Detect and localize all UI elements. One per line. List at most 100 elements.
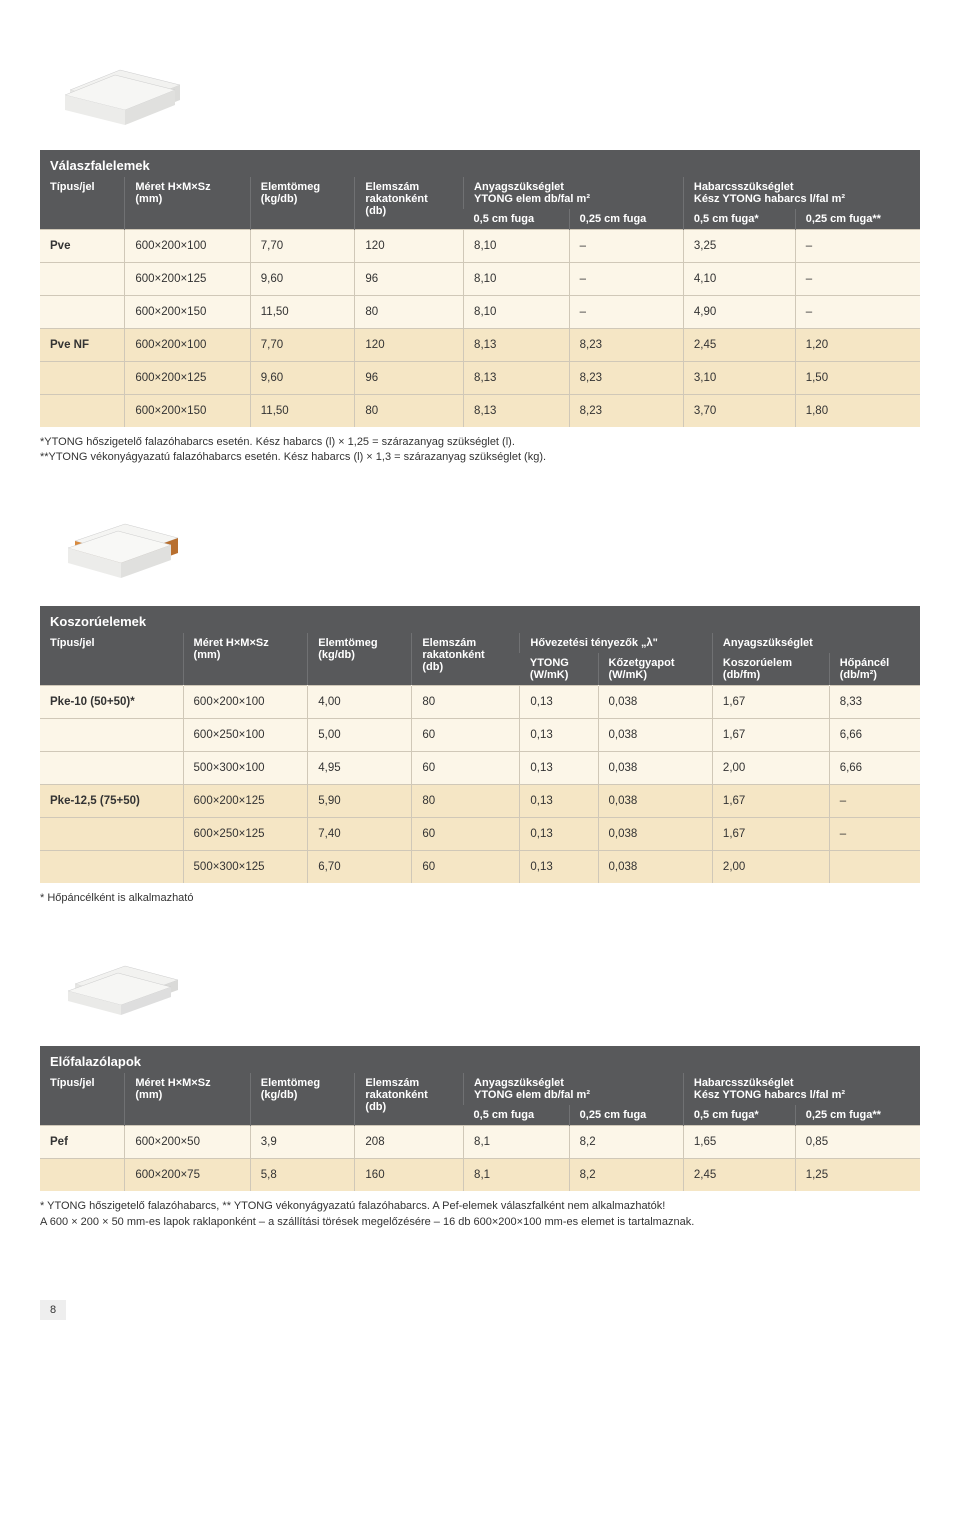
table-cell: 96 xyxy=(355,263,464,296)
table-cell: 8,23 xyxy=(569,329,683,362)
table-cell: Pke-12,5 (75+50) xyxy=(40,784,183,817)
table-cell: – xyxy=(569,296,683,329)
table-cell: 8,13 xyxy=(464,395,570,428)
table-cell: 4,10 xyxy=(683,263,795,296)
table-cell: Pef xyxy=(40,1126,125,1159)
t3-h-c0: Típus/jel xyxy=(40,1073,125,1126)
table-row: 600×250×1257,40600,130,0381,67– xyxy=(40,817,920,850)
table-row: 600×200×15011,50808,138,233,701,80 xyxy=(40,395,920,428)
table-cell: 8,1 xyxy=(464,1159,570,1192)
t2-h-c4b: Kőzetgyapot (W/mK) xyxy=(598,653,712,686)
table-cell: 8,33 xyxy=(829,685,920,718)
table-row: Pef600×200×503,92088,18,21,650,85 xyxy=(40,1126,920,1159)
table-cell: 1,67 xyxy=(712,817,829,850)
t2-h-c4top: Hővezetési tényezők „λ" xyxy=(520,633,713,653)
t1-h-c5b: 0,25 cm fuga** xyxy=(795,209,920,230)
table-cell: Pke-10 (50+50)* xyxy=(40,685,183,718)
table-cell: 80 xyxy=(412,685,520,718)
table1-note: *YTONG hőszigetelő falazóhabarcs esetén.… xyxy=(40,435,920,466)
table-cell: 3,25 xyxy=(683,230,795,263)
t1-h-c5a: 0,5 cm fuga* xyxy=(683,209,795,230)
table-cell: 600×200×100 xyxy=(125,329,250,362)
table-cell xyxy=(40,263,125,296)
t2-h-c2: Elemtömeg (kg/db) xyxy=(308,633,412,686)
table-cell: 2,45 xyxy=(683,329,795,362)
t1-note2: **YTONG vékonyágyazatú falazóhabarcs ese… xyxy=(40,451,546,463)
table-cell: 0,038 xyxy=(598,751,712,784)
table-cell: 6,66 xyxy=(829,718,920,751)
table-cell: 600×200×100 xyxy=(183,685,308,718)
table-cell: 11,50 xyxy=(250,296,355,329)
table-cell: 8,1 xyxy=(464,1126,570,1159)
table-cell: 3,10 xyxy=(683,362,795,395)
table-cell: 0,038 xyxy=(598,685,712,718)
table-cell: 8,10 xyxy=(464,296,570,329)
table-cell: 60 xyxy=(412,751,520,784)
table-cell: 8,13 xyxy=(464,362,570,395)
table-cell: 600×200×150 xyxy=(125,296,250,329)
table-cell: 80 xyxy=(412,784,520,817)
table2-title: Koszorúelemek xyxy=(40,606,920,633)
table-row: 500×300×1256,70600,130,0382,00 xyxy=(40,850,920,883)
t1-h-c4b: 0,25 cm fuga xyxy=(569,209,683,230)
t1-h-c1: Méret H×M×Sz (mm) xyxy=(125,177,250,230)
t3-h-c2: Elemtömeg (kg/db) xyxy=(250,1073,355,1126)
t1-h-c5top: Habarcsszükséglet Kész YTONG habarcs l/f… xyxy=(683,177,920,209)
table-cell xyxy=(40,395,125,428)
table-cell: 80 xyxy=(355,395,464,428)
table-cell: – xyxy=(569,263,683,296)
page-number: 8 xyxy=(40,1300,66,1320)
table-cell: 600×250×100 xyxy=(183,718,308,751)
table-cell: Pve xyxy=(40,230,125,263)
table-cell: 5,90 xyxy=(308,784,412,817)
table-cell: 2,00 xyxy=(712,751,829,784)
table-cell: 8,10 xyxy=(464,263,570,296)
table-cell: 3,9 xyxy=(250,1126,355,1159)
table-cell: – xyxy=(795,263,920,296)
table-cell: 600×200×50 xyxy=(125,1126,250,1159)
t2-h-c0: Típus/jel xyxy=(40,633,183,686)
table-cell: 600×200×125 xyxy=(125,362,250,395)
table-cell: 5,00 xyxy=(308,718,412,751)
table-cell: 0,85 xyxy=(795,1126,920,1159)
t1-note1: *YTONG hőszigetelő falazóhabarcs esetén.… xyxy=(40,436,515,448)
product-image-slabs-white xyxy=(50,40,200,130)
t2-h-c1: Méret H×M×Sz (mm) xyxy=(183,633,308,686)
table-cell: 1,67 xyxy=(712,685,829,718)
table-cell: 0,038 xyxy=(598,718,712,751)
table-cell: 2,45 xyxy=(683,1159,795,1192)
table-row: Pve NF600×200×1007,701208,138,232,451,20 xyxy=(40,329,920,362)
table-cell: 6,70 xyxy=(308,850,412,883)
table-cell: 600×200×125 xyxy=(125,263,250,296)
table-cell xyxy=(829,850,920,883)
t3-h-c5b: 0,25 cm fuga** xyxy=(795,1105,920,1126)
table-row: 600×250×1005,00600,130,0381,676,66 xyxy=(40,718,920,751)
table-cell: 5,8 xyxy=(250,1159,355,1192)
table-cell: Pve NF xyxy=(40,329,125,362)
table1-title: Válaszfalelemek xyxy=(40,150,920,177)
table-cell: 96 xyxy=(355,362,464,395)
table-cell: 80 xyxy=(355,296,464,329)
table-cell: 8,2 xyxy=(569,1126,683,1159)
table-cell: 4,00 xyxy=(308,685,412,718)
table-cell: – xyxy=(795,230,920,263)
t3-note1: * YTONG hőszigetelő falazóhabarcs, ** YT… xyxy=(40,1200,665,1212)
t3-h-c4top: Anyagszükséglet YTONG elem db/fal m² xyxy=(464,1073,684,1105)
table-cell: 500×300×100 xyxy=(183,751,308,784)
table-cell: 600×200×75 xyxy=(125,1159,250,1192)
table-cell xyxy=(40,362,125,395)
table-cell: 8,13 xyxy=(464,329,570,362)
t3-h-c1: Méret H×M×Sz (mm) xyxy=(125,1073,250,1126)
table-cell: 7,40 xyxy=(308,817,412,850)
table-cell: 8,10 xyxy=(464,230,570,263)
table-cell: 0,038 xyxy=(598,817,712,850)
table-cell: 9,60 xyxy=(250,362,355,395)
table-cell xyxy=(40,817,183,850)
t1-h-c0: Típus/jel xyxy=(40,177,125,230)
table-cell: 8,2 xyxy=(569,1159,683,1192)
table-cell: 0,038 xyxy=(598,784,712,817)
table-koszoruelemek: Koszorúelemek Típus/jel Méret H×M×Sz (mm… xyxy=(40,606,920,883)
table-cell: 160 xyxy=(355,1159,464,1192)
table-cell xyxy=(40,751,183,784)
table-cell: – xyxy=(829,817,920,850)
